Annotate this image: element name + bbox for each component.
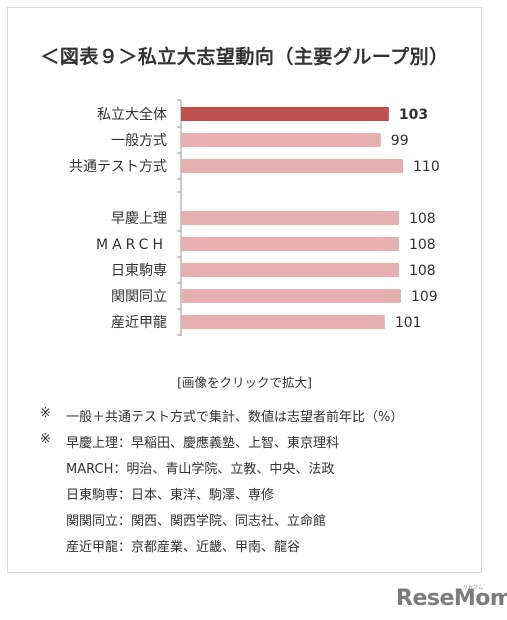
category-label: 共通テスト方式 [69,159,167,175]
resemom-logo[interactable]: ReseMom [396,586,507,611]
category-label: 私立大全体 [97,106,167,123]
chart-title: ＜図表９＞私立大志望動向（主要グループ別） [40,46,449,68]
category-label: 一般方式 [111,133,167,149]
data-label: 103 [399,107,428,123]
note-text: 関関同立：関西、関西学院、同志社、立命館 [66,514,327,529]
bar-chart[interactable]: 私立大全体 103 一般方式 99 共通テスト方式 110 早慶上理 108 MARCH 108 日… [8,8,483,358]
note-mark: ※ [40,406,51,421]
data-label: 108 [409,211,436,227]
enlarge-caption[interactable]: [画像をクリックで拡大] [177,375,312,390]
note-text: 一般＋共通テスト方式で集計、数値は志望者前年比（%） [66,410,404,425]
data-label: 108 [409,237,436,253]
note-row: ※ 早慶上理：早稲田、慶應義塾、上智、東京理科 [40,432,339,451]
note-text: MARCH：明治、青山学院、立教、中央、法政 [66,462,335,477]
chart-card: ＜図表９＞私立大志望動向（主要グループ別） 私立大全体 103 一般方式 99 共通テス… [7,7,482,573]
bar [181,315,385,329]
data-label: 109 [411,289,438,305]
note-text: 産近甲龍：京都産業、近畿、甲南、龍谷 [66,540,301,555]
data-label: 101 [395,315,422,331]
bar [181,159,403,173]
category-label: 早慶上理 [111,211,167,227]
note-row: ※ 一般＋共通テスト方式で集計、数値は志望者前年比（%） [40,406,403,425]
data-label: 99 [391,133,409,149]
resemom-logo-kana: リセマム [463,585,484,591]
bar [181,289,401,303]
bar [181,263,399,277]
note-text: 日東駒専：日本、東洋、駒澤、専修 [66,488,275,503]
bar [181,211,399,225]
bar [181,237,399,251]
data-label: 108 [409,263,436,279]
data-label: 110 [413,159,440,175]
bar [181,107,389,121]
note-text: 早慶上理：早稲田、慶應義塾、上智、東京理科 [66,436,340,451]
category-label: 日東駒専 [111,263,167,279]
category-label: 産近甲龍 [111,314,167,331]
bar [181,133,381,147]
category-label: MARCH [96,237,167,253]
category-label: 関関同立 [111,289,167,305]
note-mark: ※ [40,432,51,447]
